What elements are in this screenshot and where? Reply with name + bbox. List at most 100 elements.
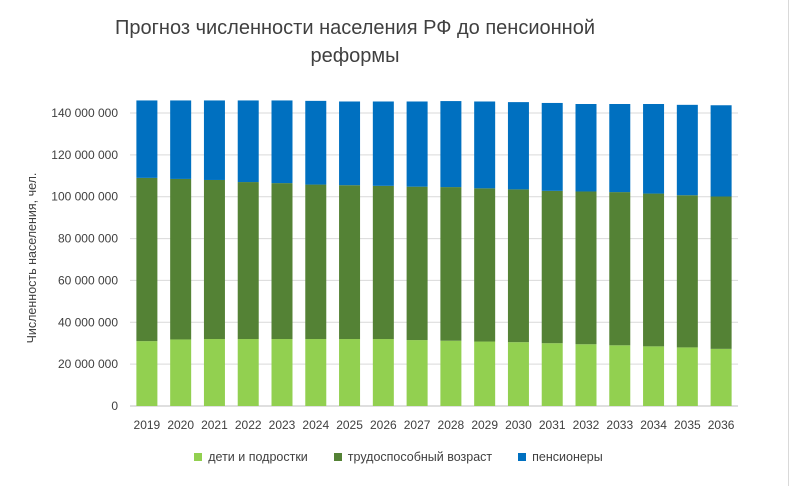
- x-tick-label: 2022: [235, 418, 262, 432]
- bar-segment-2026-2: [372, 185, 394, 340]
- bar-segment-2030-1: [507, 342, 529, 406]
- legend-swatch: [194, 453, 203, 461]
- legend-label: дети и подростки: [208, 450, 308, 464]
- bar-segment-2033-1: [609, 345, 631, 406]
- y-tick-label: 80 000 000: [58, 232, 118, 246]
- x-tick-label: 2021: [201, 418, 228, 432]
- bar-segment-2031-2: [541, 190, 563, 344]
- x-tick-label: 2023: [269, 418, 296, 432]
- x-tick-label: 2025: [336, 418, 363, 432]
- legend-item-3: пенсионеры: [518, 450, 603, 464]
- bar-segment-2027-3: [406, 101, 428, 187]
- bar-segment-2034-2: [643, 193, 665, 347]
- legend-item-2: трудоспособный возраст: [333, 450, 493, 464]
- y-tick-label: 60 000 000: [58, 273, 118, 287]
- bar-segment-2027-1: [406, 340, 428, 406]
- x-tick-label: 2026: [370, 418, 397, 432]
- bar-segment-2035-3: [676, 104, 698, 196]
- gridlines: [130, 112, 738, 407]
- bar-segment-2022-1: [237, 339, 259, 406]
- x-tick-label: 2036: [708, 418, 735, 432]
- bar-segment-2026-3: [372, 101, 394, 186]
- bar-segment-2019-2: [136, 177, 158, 342]
- bar-segment-2031-3: [541, 102, 563, 191]
- bar-segment-2024-2: [305, 184, 327, 340]
- bar-segment-2034-1: [643, 346, 665, 406]
- x-tick-label: 2033: [606, 418, 633, 432]
- y-tick-label: 20 000 000: [58, 357, 118, 371]
- bar-segment-2034-3: [643, 104, 665, 194]
- bar-segment-2030-3: [507, 102, 529, 190]
- bar-segment-2033-2: [609, 192, 631, 346]
- x-tick-label: 2031: [539, 418, 566, 432]
- x-tick-label: 2027: [404, 418, 431, 432]
- bar-segment-2029-2: [474, 188, 496, 342]
- legend-label: пенсионеры: [532, 450, 603, 464]
- bar-segment-2022-2: [237, 182, 259, 340]
- bar-segment-2021-1: [203, 339, 225, 406]
- legend-label: трудоспособный возраст: [347, 450, 493, 464]
- bar-segment-2029-3: [474, 101, 496, 189]
- bar-segment-2031-1: [541, 343, 563, 406]
- y-tick-label: 100 000 000: [51, 190, 118, 204]
- bar-segment-2020-3: [170, 100, 192, 179]
- x-tick-label: 2035: [674, 418, 701, 432]
- bar-segment-2028-3: [440, 101, 462, 188]
- legend: дети и подростки трудоспособный возраст пе…: [0, 450, 797, 464]
- bar-segment-2028-2: [440, 187, 462, 341]
- bar-segment-2020-2: [170, 178, 192, 340]
- bar-segment-2025-2: [339, 185, 361, 340]
- bar-segment-2023-1: [271, 339, 293, 406]
- y-axis-ticks: 0 20 000 000 40 000 000 60 000 000 80 000 00…: [51, 106, 118, 413]
- bar-segment-2019-1: [136, 341, 158, 406]
- bar-segment-2035-2: [676, 195, 698, 348]
- bar-segment-2032-1: [575, 344, 597, 406]
- x-tick-label: 2024: [302, 418, 329, 432]
- chart-title: Прогноз численности населения РФ до пенс…: [60, 14, 650, 70]
- x-tick-label: 2028: [438, 418, 465, 432]
- bar-segment-2021-3: [203, 100, 225, 180]
- bar-segment-2036-2: [710, 196, 732, 349]
- x-axis-ticks: 2019 2020 2021 2022 2023 2024 2025 2026 2027 2028…: [134, 418, 735, 432]
- bar-segment-2032-2: [575, 191, 597, 345]
- bar-segment-2025-1: [339, 339, 361, 406]
- legend-swatch: [333, 453, 342, 461]
- bar-segment-2036-1: [710, 348, 732, 406]
- bar-segment-2024-3: [305, 100, 327, 185]
- bar-segment-2028-1: [440, 340, 462, 406]
- legend-item-1: дети и подростки: [194, 450, 308, 464]
- bar-segment-2030-2: [507, 189, 529, 343]
- bar-segment-2032-3: [575, 104, 597, 192]
- bar-segment-2029-1: [474, 341, 496, 406]
- x-tick-label: 2034: [640, 418, 667, 432]
- y-tick-label: 140 000 000: [51, 106, 118, 120]
- chart-border: [788, 0, 789, 486]
- bar-segment-2019-3: [136, 100, 158, 178]
- bar-segment-2023-2: [271, 183, 293, 340]
- bar-segment-2025-3: [339, 101, 361, 186]
- y-tick-label: 120 000 000: [51, 148, 118, 162]
- bar-segment-2033-3: [609, 104, 631, 193]
- x-tick-label: 2020: [167, 418, 194, 432]
- bar-segment-2026-1: [372, 339, 394, 406]
- y-axis-label: Численность населения, чел.: [25, 173, 39, 344]
- x-tick-label: 2019: [134, 418, 161, 432]
- chart-title-line1: Прогноз численности населения РФ до пенс…: [115, 17, 595, 39]
- bars: [136, 100, 732, 406]
- x-tick-label: 2030: [505, 418, 532, 432]
- y-tick-label: 40 000 000: [58, 315, 118, 329]
- bar-segment-2035-1: [676, 347, 698, 406]
- chart-title-line2: реформы: [310, 45, 400, 67]
- bar-segment-2020-1: [170, 339, 192, 406]
- x-tick-label: 2032: [573, 418, 600, 432]
- bar-segment-2022-3: [237, 100, 259, 183]
- bar-segment-2027-2: [406, 186, 428, 341]
- bar-segment-2021-2: [203, 179, 225, 340]
- legend-swatch: [518, 453, 527, 461]
- bar-segment-2023-3: [271, 100, 293, 184]
- x-tick-label: 2029: [471, 418, 498, 432]
- bar-segment-2036-3: [710, 105, 732, 197]
- y-tick-label: 0: [111, 399, 118, 413]
